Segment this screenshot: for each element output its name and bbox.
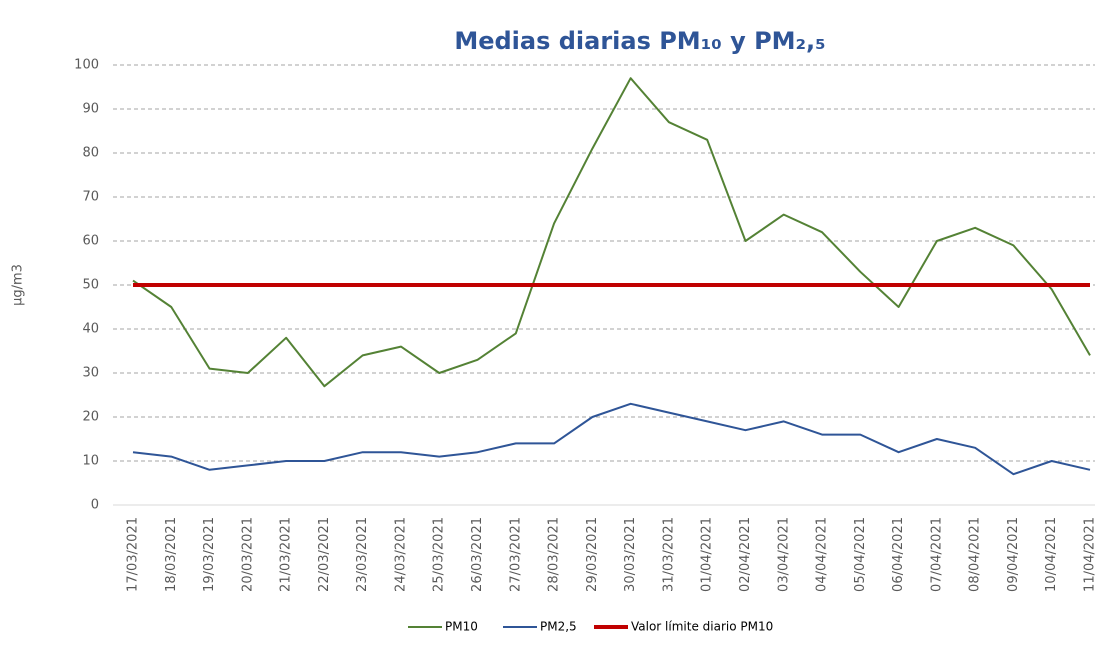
x-tick-label: 07/04/2021 bbox=[929, 517, 944, 592]
x-tick-label: 01/04/2021 bbox=[700, 517, 715, 592]
legend-label: PM10 bbox=[445, 620, 478, 634]
y-tick-label: 60 bbox=[82, 234, 99, 249]
x-tick-label: 10/04/2021 bbox=[1044, 517, 1059, 592]
x-tick-label: 21/03/2021 bbox=[279, 517, 294, 592]
x-tick-label: 26/03/2021 bbox=[470, 517, 485, 592]
x-tick-label: 19/03/2021 bbox=[202, 517, 217, 592]
x-tick-label: 28/03/2021 bbox=[547, 517, 562, 592]
legend-label: PM2,5 bbox=[540, 620, 577, 634]
x-tick-label: 29/03/2021 bbox=[585, 517, 600, 592]
y-tick-label: 20 bbox=[82, 410, 99, 425]
x-tick-label: 20/03/2021 bbox=[240, 517, 255, 592]
series-line bbox=[132, 77, 1091, 388]
x-tick-label: 05/04/2021 bbox=[853, 517, 868, 592]
x-tick-label: 31/03/2021 bbox=[661, 517, 676, 592]
y-tick-label: 30 bbox=[82, 366, 99, 381]
series-line bbox=[132, 402, 1091, 476]
y-tick-label: 70 bbox=[82, 190, 99, 205]
x-tick-label: 23/03/2021 bbox=[355, 517, 370, 592]
y-tick-label: 10 bbox=[82, 454, 99, 469]
x-tick-label: 02/04/2021 bbox=[738, 517, 753, 592]
y-tick-label: 80 bbox=[82, 146, 99, 161]
x-tick-label: 03/04/2021 bbox=[776, 517, 791, 592]
x-tick-label: 27/03/2021 bbox=[508, 517, 523, 592]
x-tick-label: 18/03/2021 bbox=[164, 517, 179, 592]
chart-title: Medias diarias PM₁₀ y PM₂,₅ bbox=[454, 27, 825, 55]
x-tick-label: 25/03/2021 bbox=[432, 517, 447, 592]
y-tick-label: 50 bbox=[82, 278, 99, 293]
x-tick-label: 11/04/2021 bbox=[1083, 517, 1098, 592]
x-tick-label: 04/04/2021 bbox=[815, 517, 830, 592]
x-tick-label: 24/03/2021 bbox=[393, 517, 408, 592]
y-tick-label: 90 bbox=[82, 102, 99, 117]
x-tick-label: 30/03/2021 bbox=[623, 517, 638, 592]
x-tick-label: 17/03/2021 bbox=[126, 517, 141, 592]
y-tick-label: 100 bbox=[74, 58, 99, 73]
x-tick-label: 06/04/2021 bbox=[891, 517, 906, 592]
y-axis-label: µg/m3 bbox=[11, 264, 26, 306]
y-tick-label: 0 bbox=[91, 498, 99, 513]
x-tick-label: 08/04/2021 bbox=[968, 517, 983, 592]
legend-label: Valor límite diario PM10 bbox=[631, 620, 773, 634]
x-tick-label: 09/04/2021 bbox=[1006, 517, 1021, 592]
x-tick-label: 22/03/2021 bbox=[317, 517, 332, 592]
y-tick-label: 40 bbox=[82, 322, 99, 337]
